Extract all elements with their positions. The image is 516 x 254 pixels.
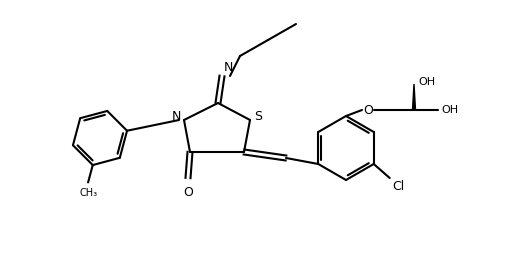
Text: N: N (224, 61, 233, 74)
Text: OH: OH (418, 77, 435, 87)
Text: N: N (172, 110, 181, 123)
Text: OH: OH (441, 105, 458, 115)
Text: O: O (183, 186, 193, 199)
Text: Cl: Cl (393, 180, 405, 193)
Polygon shape (412, 84, 415, 110)
Text: S: S (254, 110, 262, 123)
Text: O: O (363, 103, 373, 117)
Text: CH₃: CH₃ (79, 188, 97, 198)
